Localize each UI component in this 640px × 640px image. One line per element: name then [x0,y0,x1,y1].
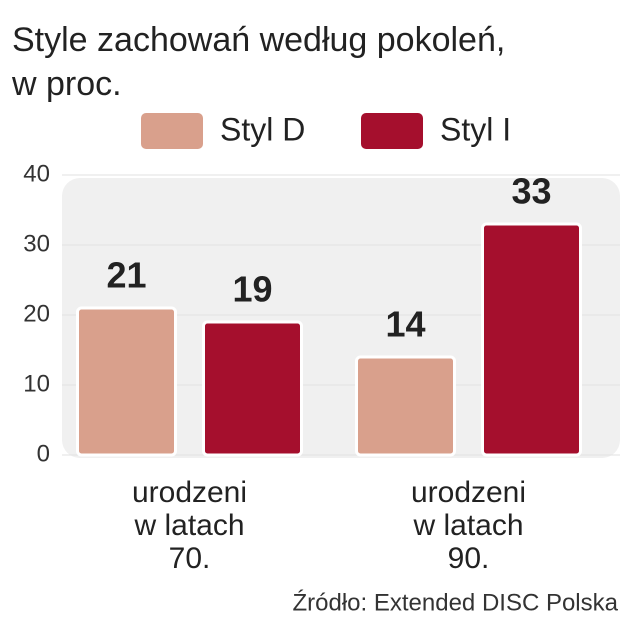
value-label: 33 [511,171,551,212]
bar [76,306,177,457]
x-tick-label: 90. [448,542,490,575]
y-tick-label: 10 [23,370,50,397]
value-label: 21 [106,255,146,296]
x-tick-label: urodzeni [132,476,247,509]
source: Źródło: Extended DISC Polska [293,589,619,616]
x-tick-label: w latach [412,509,523,542]
chart-title: Style zachowań według pokoleń, [12,21,505,59]
plot-background [62,178,620,458]
x-tick-label: 70. [169,542,211,575]
value-label: 14 [385,304,425,345]
bar [202,320,303,457]
y-tick-label: 20 [23,300,50,327]
chart-title: w proc. [11,65,122,103]
legend-label: Styl I [440,111,511,147]
bar [481,222,582,457]
bar [355,355,456,457]
legend-swatch [359,111,425,151]
value-label: 19 [232,269,272,310]
legend-label: Styl D [220,111,305,147]
x-tick-label: w latach [133,509,244,542]
y-tick-label: 30 [23,230,50,257]
y-tick-label: 40 [23,160,50,187]
x-tick-label: urodzeni [411,476,526,509]
legend-swatch [139,111,205,151]
y-tick-label: 0 [37,440,50,467]
